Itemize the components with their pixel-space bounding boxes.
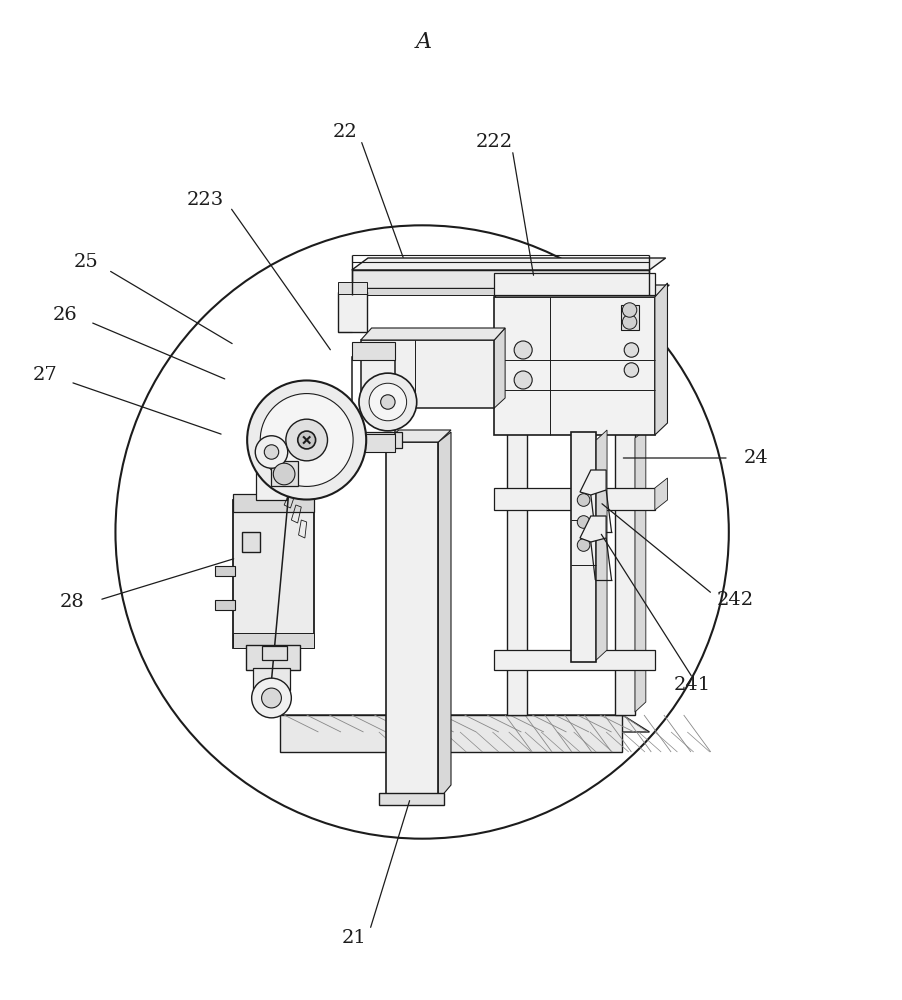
Ellipse shape: [622, 303, 637, 317]
Bar: [233, 633, 314, 648]
Polygon shape: [635, 430, 646, 712]
Bar: [615, 433, 635, 715]
Ellipse shape: [359, 373, 417, 431]
Bar: [253, 668, 290, 690]
Polygon shape: [386, 430, 451, 442]
Ellipse shape: [369, 383, 407, 421]
Bar: [242, 532, 260, 552]
Ellipse shape: [514, 371, 532, 389]
Bar: [352, 434, 395, 452]
Ellipse shape: [577, 516, 590, 528]
Text: 242: 242: [716, 591, 754, 609]
Ellipse shape: [298, 431, 316, 449]
Bar: [305, 432, 402, 448]
Text: 241: 241: [674, 676, 712, 694]
Bar: [507, 433, 527, 715]
Text: 21: 21: [341, 929, 366, 947]
Bar: [494, 297, 655, 435]
Polygon shape: [352, 258, 666, 270]
Bar: [494, 650, 655, 670]
Polygon shape: [580, 470, 606, 495]
Text: 223: 223: [187, 191, 225, 209]
Ellipse shape: [262, 688, 281, 708]
Text: 25: 25: [73, 253, 98, 271]
Bar: [494, 273, 655, 295]
Text: A: A: [416, 31, 432, 53]
Ellipse shape: [264, 445, 279, 459]
Bar: [379, 793, 444, 805]
Bar: [386, 442, 438, 800]
Bar: [352, 357, 395, 452]
Text: 24: 24: [743, 449, 769, 467]
Ellipse shape: [286, 419, 327, 461]
Bar: [262, 646, 287, 660]
Polygon shape: [655, 478, 667, 510]
Ellipse shape: [577, 539, 590, 551]
Ellipse shape: [381, 395, 395, 409]
Ellipse shape: [247, 380, 366, 500]
Bar: [271, 461, 298, 486]
Text: 27: 27: [32, 366, 58, 384]
Polygon shape: [352, 288, 649, 295]
Ellipse shape: [624, 343, 639, 357]
Ellipse shape: [577, 494, 590, 506]
Polygon shape: [280, 715, 649, 732]
Ellipse shape: [255, 436, 288, 468]
Bar: [571, 432, 596, 662]
Bar: [215, 600, 235, 610]
Bar: [352, 270, 649, 288]
Ellipse shape: [261, 394, 353, 486]
Bar: [233, 494, 314, 512]
Ellipse shape: [115, 225, 729, 839]
Text: 26: 26: [52, 306, 78, 324]
Ellipse shape: [622, 315, 637, 329]
Bar: [352, 342, 395, 360]
Polygon shape: [596, 430, 607, 660]
Polygon shape: [280, 715, 622, 752]
Polygon shape: [655, 283, 667, 435]
Ellipse shape: [273, 463, 295, 485]
Polygon shape: [580, 516, 606, 542]
Polygon shape: [494, 285, 669, 297]
Ellipse shape: [252, 678, 291, 718]
Ellipse shape: [624, 363, 639, 377]
Ellipse shape: [514, 341, 532, 359]
Polygon shape: [438, 432, 451, 800]
Bar: [361, 340, 494, 408]
Bar: [338, 282, 367, 294]
Bar: [256, 438, 287, 500]
Text: 28: 28: [60, 593, 85, 611]
Text: 222: 222: [475, 133, 513, 151]
Bar: [494, 488, 655, 510]
Polygon shape: [494, 328, 505, 408]
Text: 22: 22: [332, 123, 357, 141]
Bar: [338, 292, 367, 332]
Bar: [215, 566, 235, 576]
Polygon shape: [361, 328, 505, 340]
Bar: [621, 305, 639, 330]
Bar: [246, 645, 300, 670]
Bar: [233, 500, 314, 648]
